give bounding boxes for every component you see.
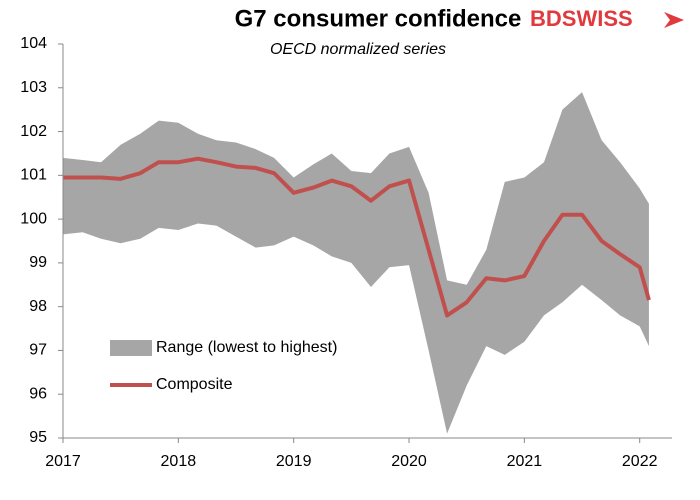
x-tick-label: 2021 [507,453,543,470]
y-tick-label: 95 [29,429,47,446]
y-tick-label: 101 [20,167,47,184]
range-band [63,92,649,434]
x-tick-label: 2022 [622,453,658,470]
y-tick-label: 96 [29,385,47,402]
chart-subtitle: OECD normalized series [270,41,446,58]
legend-label: Range (lowest to highest) [156,339,337,356]
legend-swatch [110,340,152,356]
y-tick-label: 98 [29,298,47,315]
y-tick-label: 102 [20,123,47,140]
x-tick-label: 2019 [276,453,312,470]
y-tick-label: 100 [20,210,47,227]
composite-line [63,156,651,318]
y-tick-label: 104 [20,35,47,52]
chart-title: G7 consumer confidence [235,5,522,32]
x-tick-label: 2017 [45,453,81,470]
x-tick-label: 2018 [161,453,197,470]
logo-arrow [664,12,684,28]
logo: BDSWISS [530,6,633,31]
x-tick-label: 2020 [391,453,427,470]
y-tick-label: 103 [20,79,47,96]
legend-label: Composite [156,376,233,393]
y-tick-label: 99 [29,254,47,271]
y-tick-label: 97 [29,342,47,359]
